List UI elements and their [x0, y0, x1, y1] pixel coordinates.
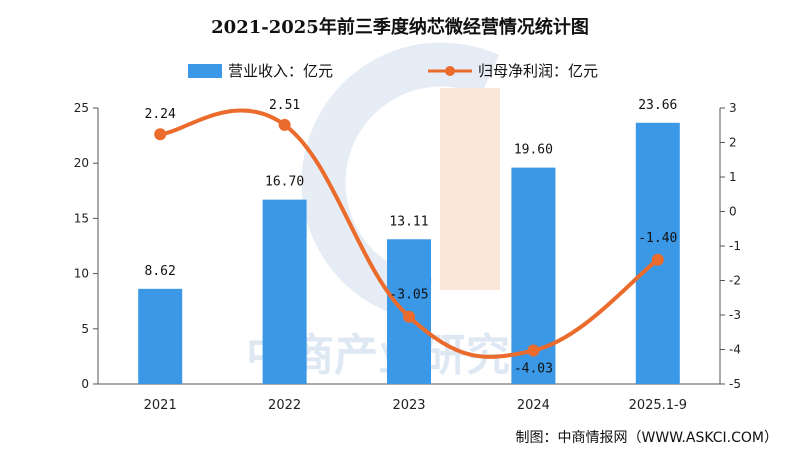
bar-labels: 8.62 16.70 13.11 19.60 23.66	[145, 98, 678, 279]
y-left-tick-label: 0	[81, 377, 89, 391]
y-right-tick-label: -4	[729, 343, 741, 357]
y-left-tick-label: 10	[74, 267, 89, 281]
x-tick-label: 2023	[392, 398, 425, 413]
y-right-tick-label: 1	[729, 170, 737, 184]
profit-point	[651, 253, 664, 266]
bar-revenue	[635, 122, 680, 384]
y-left-tick-label: 20	[74, 156, 89, 170]
y-right-tick-label: 0	[729, 205, 737, 219]
profit-point	[403, 310, 415, 323]
y-left-ticks: 0 5 10 15 20 25	[74, 101, 98, 391]
x-tick-label: 2022	[268, 398, 301, 413]
x-tick-label: 2024	[517, 398, 550, 413]
profit-data-label: -4.03	[514, 362, 553, 377]
bar-revenue	[138, 288, 183, 384]
legend-label-profit: 归母净利润：亿元	[478, 62, 598, 80]
y-left-tick-label: 5	[81, 322, 89, 336]
bar-data-label: 23.66	[638, 98, 677, 113]
y-right-ticks: -5 -4 -3 -2 -1 0 1 2 3	[720, 101, 741, 391]
bar-data-label: 8.62	[145, 264, 176, 279]
legend-swatch-revenue	[188, 64, 222, 78]
y-left-tick-label: 15	[74, 211, 89, 225]
bar-revenue	[262, 199, 307, 384]
line-layer	[154, 108, 664, 359]
y-right-tick-label: 2	[729, 136, 737, 150]
x-ticks: 2021 2022 2023 2024 2025.1-9	[144, 398, 687, 413]
legend-swatch-profit-marker	[445, 66, 455, 76]
profit-data-label: -3.05	[389, 288, 428, 303]
y-left-tick-label: 25	[74, 101, 89, 115]
legend-label-revenue: 营业收入：亿元	[228, 62, 333, 80]
bar-data-label: 19.60	[514, 143, 553, 158]
legend: 营业收入：亿元 归母净利润：亿元	[188, 62, 598, 80]
y-right-tick-label: -2	[729, 274, 741, 288]
profit-point	[154, 128, 167, 141]
x-tick-label: 2025.1-9	[629, 398, 687, 413]
y-right-tick-label: -3	[729, 308, 741, 322]
y-right-tick-label: -5	[729, 377, 741, 391]
watermark-block-orange	[440, 88, 500, 290]
profit-data-label: 2.24	[145, 107, 176, 122]
bar-data-label: 16.70	[265, 175, 304, 190]
chart-title: 2021-2025年前三季度纳芯微经营情况统计图	[211, 16, 589, 38]
source-note: 制图：中商情报网（WWW.ASKCI.COM）	[516, 430, 778, 446]
y-right-tick-label: -1	[729, 239, 741, 253]
line-labels: 2.24 2.51 -3.05 -4.03 -1.40	[145, 98, 678, 377]
x-tick-label: 2021	[144, 398, 177, 413]
y-right-tick-label: 3	[729, 101, 737, 115]
watermark-arc-blue	[301, 42, 500, 322]
profit-data-label: 2.51	[269, 98, 300, 113]
bars	[138, 122, 680, 384]
bar-data-label: 13.11	[389, 214, 428, 229]
profit-line	[158, 108, 660, 359]
profit-point	[278, 118, 291, 131]
profit-point	[527, 344, 540, 357]
profit-data-label: -1.40	[638, 231, 677, 246]
